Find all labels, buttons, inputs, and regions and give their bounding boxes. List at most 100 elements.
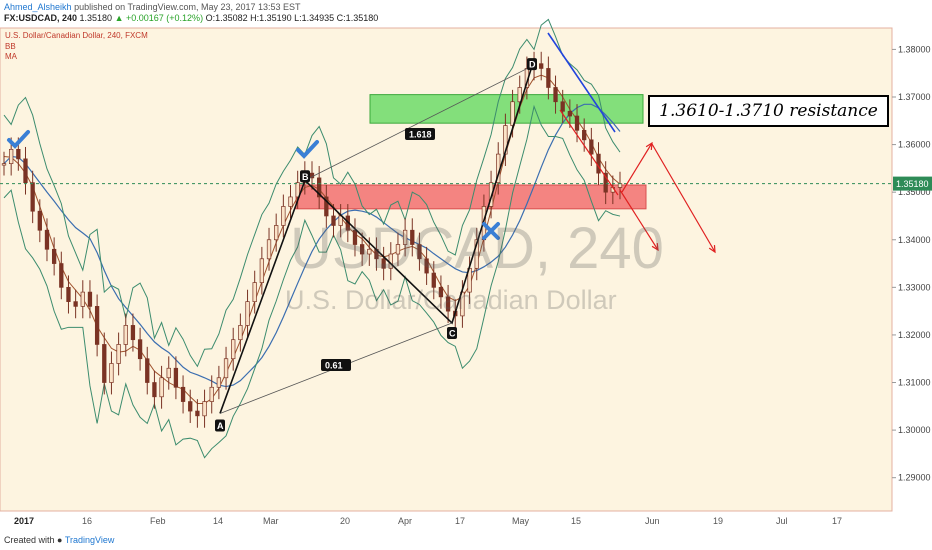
candle-body [517, 87, 522, 103]
candle-body [252, 282, 257, 302]
legend-ma[interactable]: MA [5, 52, 17, 61]
candle-body [367, 248, 372, 255]
projection-arrow-up [621, 142, 653, 193]
candle-body [359, 244, 365, 255]
candle-body [488, 182, 494, 207]
x-tick-label: 20 [340, 516, 350, 526]
x-tick-label: Jun [645, 516, 660, 526]
candle-body [73, 301, 78, 307]
legend-series-title: U.S. Dollar/Canadian Dollar, 240, FXCM [5, 31, 148, 40]
candle-body [102, 344, 107, 383]
candle-body [109, 363, 114, 383]
footer: Created with ● TradingView [4, 535, 114, 545]
candle-body [238, 325, 243, 341]
candle-body [116, 344, 121, 364]
candle-body [94, 306, 100, 345]
last-price-tag-text: 1.35180 [896, 179, 929, 189]
y-tick-label: 1.33000 [898, 282, 931, 292]
ratio-label: 1.618 [409, 130, 432, 140]
candle-body [209, 386, 214, 402]
candles [1, 51, 623, 428]
candle-body [195, 410, 200, 417]
candle-body [51, 248, 57, 264]
candle-body [574, 115, 580, 131]
candle-body [80, 291, 85, 307]
y-tick-label: 1.31000 [898, 378, 931, 388]
point-label-a: A [217, 421, 224, 431]
candle-body [145, 358, 150, 383]
candle-body [180, 386, 186, 402]
candle-body [510, 101, 515, 126]
candle-body [331, 215, 336, 226]
candle-body [546, 68, 551, 88]
point-label-c-box [447, 327, 457, 340]
point-label-c: C [449, 329, 456, 339]
candle-body [603, 172, 608, 193]
candle-body [281, 206, 286, 226]
last-price-tag [893, 176, 932, 191]
candle-body [567, 110, 573, 117]
check-mark-icon [7, 130, 30, 149]
candle-body [223, 358, 229, 379]
x-tick-label: Feb [150, 516, 166, 526]
candle-body [231, 339, 236, 360]
candle-body [560, 101, 565, 112]
candle-body [216, 377, 222, 388]
candle-body [474, 239, 479, 269]
x-tick-label: Apr [398, 516, 412, 526]
projection-arrow-down-2-head [708, 244, 716, 254]
candle-body [324, 196, 329, 217]
candle-body [245, 301, 250, 326]
candle-body [16, 148, 21, 160]
candle-body [202, 401, 207, 417]
footer-brand[interactable]: TradingView [64, 535, 115, 545]
last-price: 1.35180 [79, 13, 113, 23]
watermark-name: U.S. Dollar/Canadian Dollar [285, 285, 617, 315]
publish-info: Ahmed_Alsheikh published on TradingView.… [4, 2, 301, 12]
candle-body [87, 291, 93, 307]
candle-body [417, 244, 422, 260]
watermark-symbol: USDCAD, 240 [290, 216, 664, 281]
y-tick-label: 1.35000 [898, 187, 931, 197]
candle-body [274, 225, 279, 241]
x-tick-label: 16 [82, 516, 92, 526]
candle-body [23, 158, 28, 184]
projection-arrow-down-2 [651, 143, 716, 253]
ratio-label-box [321, 359, 351, 371]
x-tick-label: Mar [263, 516, 279, 526]
author-link[interactable]: Ahmed_Alsheikh [4, 2, 72, 12]
candle-body [66, 286, 71, 302]
x-tick-label: 19 [713, 516, 723, 526]
candle-body [37, 210, 42, 231]
y-tick-label: 1.30000 [898, 425, 931, 435]
candle-body [317, 177, 322, 198]
candle-body [266, 239, 272, 260]
candle-body [553, 87, 558, 103]
candle-body [137, 339, 143, 360]
candle-body [188, 401, 193, 412]
candle-body [166, 367, 171, 379]
candle-body [123, 325, 128, 345]
projection-drop-line [559, 109, 619, 196]
projection-arrow-down-1 [619, 189, 659, 251]
resistance-annotation[interactable]: 1.3610-1.3710 resistance [648, 95, 889, 127]
x-tick-label: 17 [832, 516, 842, 526]
falling-trendline [547, 32, 616, 133]
x-tick-label: 2017 [14, 516, 34, 526]
candle-body [295, 182, 300, 198]
candle-body [424, 258, 429, 274]
candle-body [159, 377, 164, 398]
point-label-b-box [300, 170, 310, 183]
ohlc-values: O:1.35082 H:1.35190 L:1.34935 C:1.35180 [205, 13, 379, 23]
candle-body [381, 258, 386, 269]
symbol-info: FX:USDCAD, 240 1.35180 ▲ +0.00167 (+0.12… [4, 13, 378, 23]
legend-bb[interactable]: BB [5, 42, 16, 51]
point-label-a-box [215, 419, 225, 432]
projection-arrow-up-head [645, 141, 653, 151]
candle-body [44, 229, 50, 250]
candle-body [395, 244, 401, 255]
bollinger-lower-band [3, 104, 621, 459]
y-tick-label: 1.38000 [898, 44, 931, 54]
candle-body [59, 263, 64, 288]
x-tick-label: May [512, 516, 530, 526]
